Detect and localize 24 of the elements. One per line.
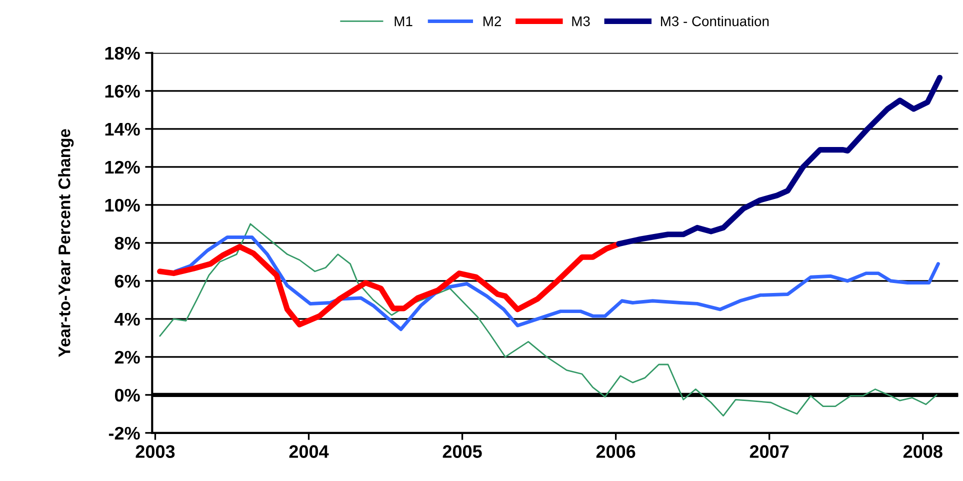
y-tick-label: 10% xyxy=(105,198,140,212)
y-tick-label: 16% xyxy=(105,84,140,98)
x-tick-label: 2007 xyxy=(750,445,789,458)
y-tick-label: 0% xyxy=(114,388,140,402)
y-tick-label: 2% xyxy=(114,350,140,364)
x-tick-label: 2006 xyxy=(596,445,636,458)
y-tick-label: 12% xyxy=(105,160,140,174)
y-tick-label: 14% xyxy=(105,122,140,136)
x-tick-label: 2004 xyxy=(289,445,329,458)
y-axis-title: Year-to-Year Percent Change xyxy=(58,129,74,358)
y-tick-label: 4% xyxy=(114,312,140,326)
line-series xyxy=(159,223,938,416)
line-series xyxy=(173,235,940,332)
y-tick-label: 8% xyxy=(114,236,140,250)
x-tick-label: 2003 xyxy=(136,445,175,458)
legend-label: M3 xyxy=(572,16,590,26)
y-tick-label: 18% xyxy=(105,46,140,60)
legend-label: M2 xyxy=(484,16,501,26)
legend-label: M3 - Continuation xyxy=(660,16,769,26)
x-tick-label: 2008 xyxy=(903,445,942,458)
y-tick-label: -2% xyxy=(108,426,140,440)
x-tick-label: 2005 xyxy=(442,445,482,458)
y-tick-label: 6% xyxy=(114,274,140,288)
legend-label: M1 xyxy=(394,16,412,26)
